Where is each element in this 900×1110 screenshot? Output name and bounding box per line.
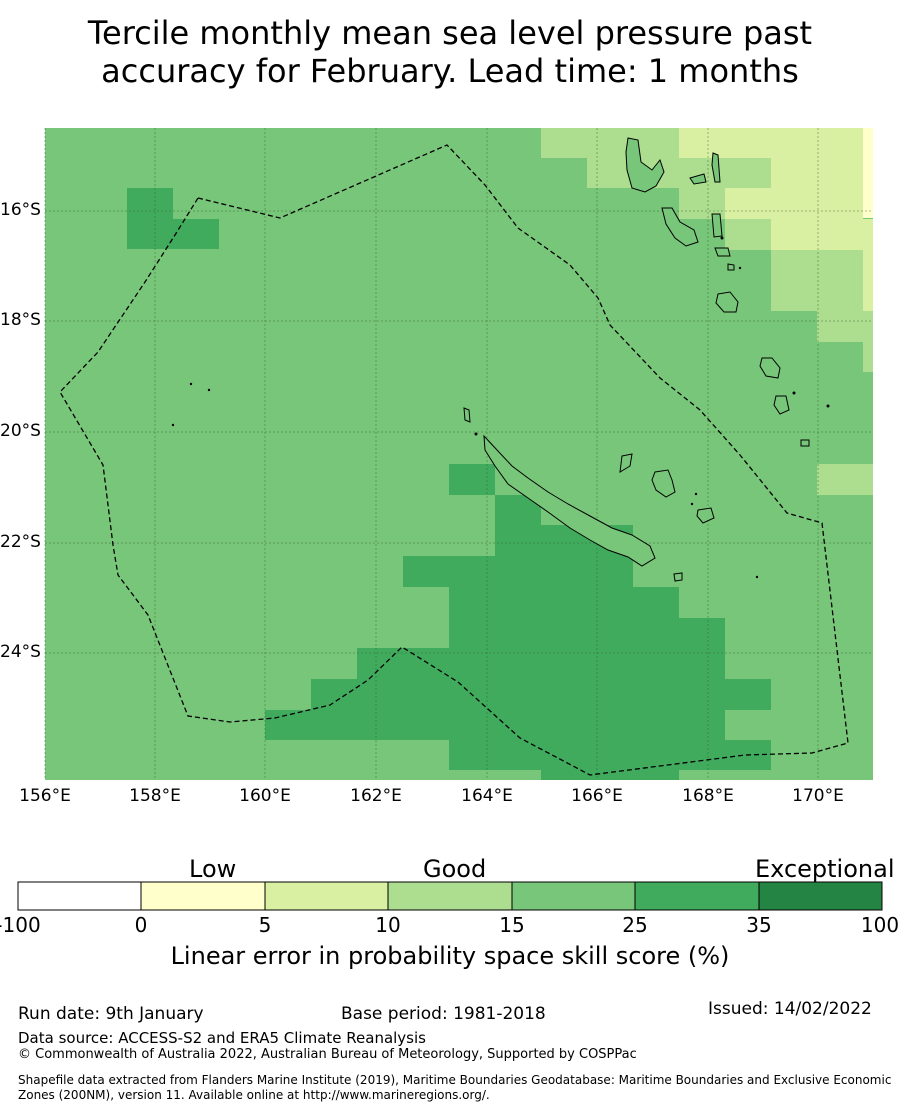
colorbar-tick-100: 100: [860, 913, 900, 937]
colorbar-tick-25: 25: [622, 913, 648, 937]
lon-label-162e: 162°E: [350, 786, 402, 806]
lon-label-160e: 160°E: [239, 786, 291, 806]
coastlines: [463, 137, 810, 582]
vanuatu-epi: [714, 247, 731, 257]
colorbar-bin-7: [758, 881, 883, 911]
colorbar-tick-35: 35: [746, 913, 772, 937]
new-caledonia-island: [483, 434, 656, 567]
chart-title-line-1: Tercile monthly mean sea level pressure …: [87, 14, 813, 52]
colorbar-category-low: Low: [189, 855, 237, 883]
vanuatu-tanna: [773, 395, 790, 415]
colorbar-bin-3: [264, 881, 389, 911]
copyright: © Commonwealth of Australia 2022, Austra…: [18, 1047, 637, 1062]
colorbar-tick-10: 10: [375, 913, 401, 937]
shapefile-credit-line-2: Zones (200NM), version 11. Available onl…: [18, 1088, 490, 1102]
lat-label-22s: 22°S: [0, 532, 41, 552]
islet-1: [463, 407, 471, 423]
vanuatu-maewo: [711, 152, 721, 183]
colorbar-tick-15: 15: [499, 913, 525, 937]
skill-cells-0-5: [863, 128, 873, 218]
lat-label-24s: 24°S: [0, 642, 41, 662]
islet-2: [727, 263, 735, 271]
lat-label-20s: 20°S: [0, 421, 41, 441]
colorbar-category-exceptional: Exceptional: [755, 855, 895, 883]
loyalty-islands-mare: [696, 507, 715, 524]
small-islets: [171, 236, 830, 579]
colorbar-bin-5: [511, 881, 636, 911]
lat-label-18s: 18°S: [0, 310, 41, 330]
shapefile-credit-line-1: Shapefile data extracted from Flanders M…: [18, 1073, 892, 1087]
vanuatu-ambae: [689, 173, 707, 185]
run-date: Run date: 9th January: [18, 1004, 204, 1024]
lat-label-16s: 16°S: [0, 200, 41, 220]
lon-label-170e: 170°E: [792, 786, 844, 806]
colorbar-bin-2: [140, 881, 266, 911]
colorbar-tick-minus-100: -100: [0, 913, 41, 937]
lon-label-164e: 164°E: [461, 786, 513, 806]
colorbar-axis-label: Linear error in probability space skill …: [170, 942, 730, 970]
eez-boundary: [59, 144, 849, 776]
vanuatu-pentecost: [711, 213, 723, 238]
vanuatu-erromango: [759, 357, 781, 379]
colorbar-category-good: Good: [423, 855, 487, 883]
colorbar: [17, 881, 883, 911]
colorbar-bin-6: [634, 881, 760, 911]
vanuatu-malekula: [661, 207, 699, 247]
vanuatu-efate: [715, 291, 739, 313]
lon-label-158e: 158°E: [129, 786, 181, 806]
skill-cells-5-10: [679, 128, 873, 311]
colorbar-bin-1: [17, 881, 142, 911]
lon-label-166e: 166°E: [571, 786, 623, 806]
skill-cells-10-15: [541, 128, 873, 495]
lon-label-168e: 168°E: [682, 786, 734, 806]
lon-label-156e: 156°E: [19, 786, 71, 806]
loyalty-islands-ouvea: [619, 453, 633, 473]
base-period: Base period: 1981-2018: [341, 1004, 546, 1024]
colorbar-bin-4: [387, 881, 513, 911]
vanuatu-espiritu-santo: [625, 137, 665, 193]
data-source: Data source: ACCESS-S2 and ERA5 Climate …: [18, 1029, 426, 1047]
loyalty-islands-lifou: [651, 469, 676, 498]
aneityum: [800, 439, 810, 447]
chart-title-line-2: accuracy for February. Lead time: 1 mont…: [101, 52, 799, 90]
isle-of-pines: [673, 572, 683, 582]
issued-date: Issued: 14/02/2022: [708, 999, 872, 1019]
colorbar-tick-0: 0: [134, 913, 148, 937]
colorbar-tick-5: 5: [258, 913, 272, 937]
